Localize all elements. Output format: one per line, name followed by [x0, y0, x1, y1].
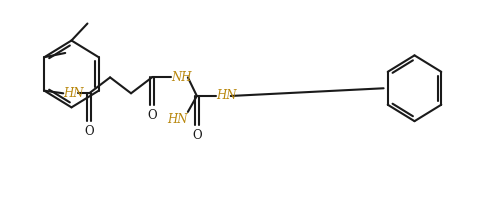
- Text: NH: NH: [170, 71, 191, 84]
- Text: O: O: [192, 129, 201, 142]
- Text: O: O: [147, 109, 156, 122]
- Text: O: O: [84, 125, 94, 138]
- Text: HN: HN: [215, 90, 236, 102]
- Text: HN: HN: [166, 113, 187, 127]
- Text: HN: HN: [63, 87, 84, 100]
